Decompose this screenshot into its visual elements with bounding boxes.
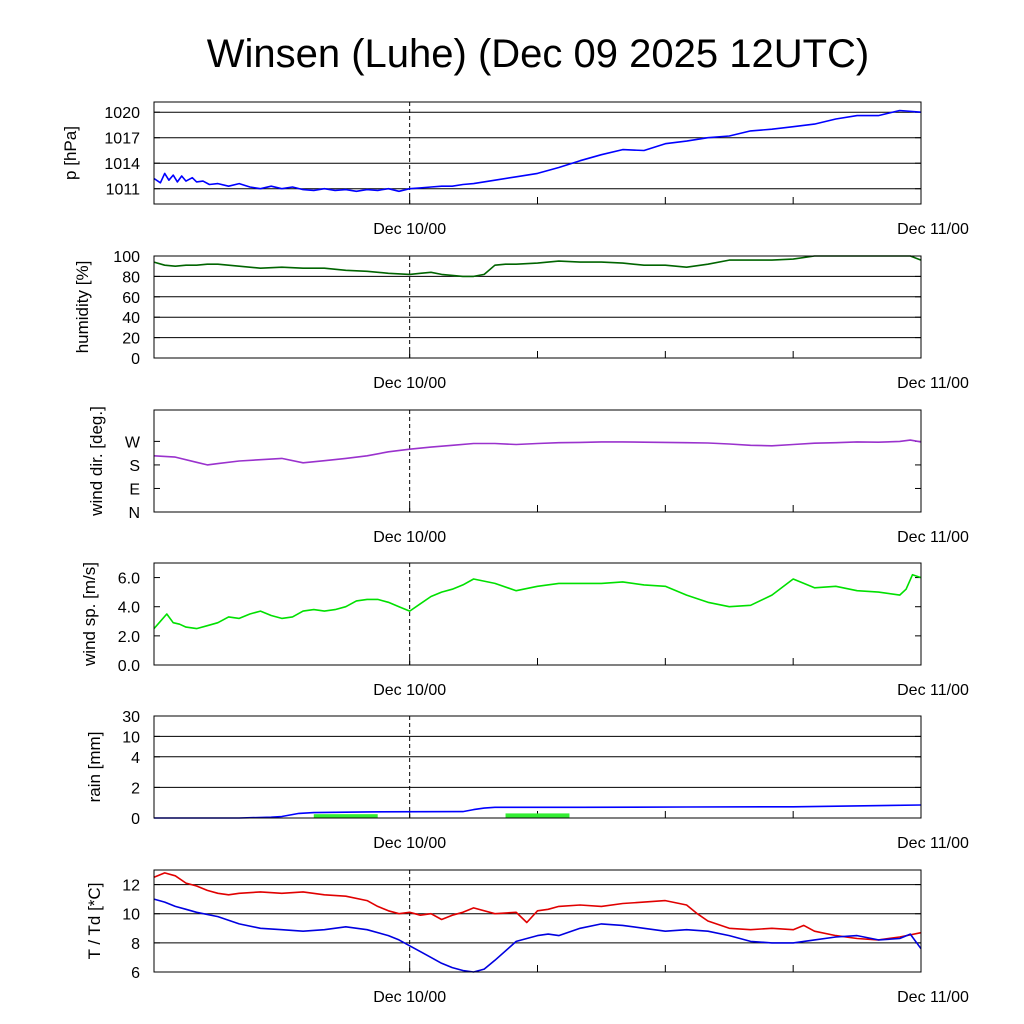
x-tick-label: Dec 10/00 [373,682,446,699]
y-tick-label: W [125,434,141,451]
plot-frame [153,562,922,666]
y-tick-label: S [129,458,140,475]
y-tick-label: 0 [131,351,140,368]
y-axis-label: wind sp. [m/s] [80,562,99,667]
y-tick-label: 30 [122,709,140,726]
panel-5: 6 8 10 12 T / Td [*C] Dec 10/00 Dec 11/00 [85,869,969,1006]
y-tick-label: 80 [122,269,140,286]
y-tick-label: 2.0 [118,629,140,646]
x-tick-label: Dec 11/00 [897,529,969,546]
chart-title: Winsen (Luhe) (Dec 09 2025 12UTC) [207,32,870,76]
series-line-0 [153,872,922,941]
y-tick-label: E [129,481,140,498]
series-line-0 [154,804,922,819]
y-axis-label: rain [mm] [85,732,104,803]
y-tick-label: 1017 [104,131,140,148]
plot-frame [153,409,922,513]
y-tick-label: 0 [131,811,140,828]
y-tick-label: 6.0 [118,571,140,588]
y-tick-label: N [128,505,140,522]
panel-1: 0 20 40 60 80 100 humidity [%] Dec 10/00 Dec 11/… [73,249,969,392]
y-tick-label: 20 [122,331,140,348]
y-tick-label: 10 [122,907,140,924]
y-tick-label: 0.0 [118,658,140,675]
plot-frame [153,255,922,359]
y-tick-label: 60 [122,290,140,307]
series-line-0 [153,255,922,278]
y-axis-label: humidity [%] [73,261,92,354]
x-tick-label: Dec 11/00 [897,682,969,699]
rain-bar [505,813,570,818]
y-tick-label: 1011 [106,182,141,199]
y-tick-label: 2 [131,780,140,797]
series-line-0 [153,573,922,630]
y-tick-label: 8 [131,936,140,953]
panel-4: 0 2 4 10 30 rain [mm] Dec 10/00 Dec 11/00 [85,709,969,852]
panel-0: 1011 1014 1017 1020 p [hPa] Dec 10/00 Dec 11/0… [61,101,969,238]
series-line-0 [153,439,922,466]
y-tick-label: 40 [122,310,140,327]
series-line-0 [153,109,922,193]
x-tick-label: Dec 10/00 [373,529,446,546]
y-tick-label: 1014 [104,156,140,173]
y-axis-label: wind dir. [deg.] [87,406,106,517]
x-tick-label: Dec 11/00 [897,221,969,238]
plot-frame [153,715,922,819]
x-tick-label: Dec 11/00 [897,989,969,1006]
x-tick-label: Dec 11/00 [897,375,969,392]
x-tick-label: Dec 11/00 [897,835,969,852]
y-tick-label: 100 [113,249,140,266]
plot-frame [153,101,922,205]
x-tick-label: Dec 10/00 [373,221,446,238]
x-tick-label: Dec 10/00 [373,989,446,1006]
panel-3: 0.0 2.0 4.0 6.0 wind sp. [m/s] Dec 10/00 Dec 1… [80,562,969,699]
y-axis-label: T / Td [*C] [85,883,104,960]
y-axis-label: p [hPa] [61,126,80,180]
rain-bar [313,814,378,818]
y-tick-label: 1020 [104,105,140,122]
y-tick-label: 12 [122,878,140,895]
y-tick-label: 4 [131,750,140,767]
y-tick-label: 6 [131,965,140,982]
y-tick-label: 10 [122,729,140,746]
y-tick-label: 4.0 [118,600,140,617]
x-tick-label: Dec 10/00 [373,835,446,852]
series-line-1 [153,898,922,973]
x-tick-label: Dec 10/00 [373,375,446,392]
plot-frame [153,869,922,973]
